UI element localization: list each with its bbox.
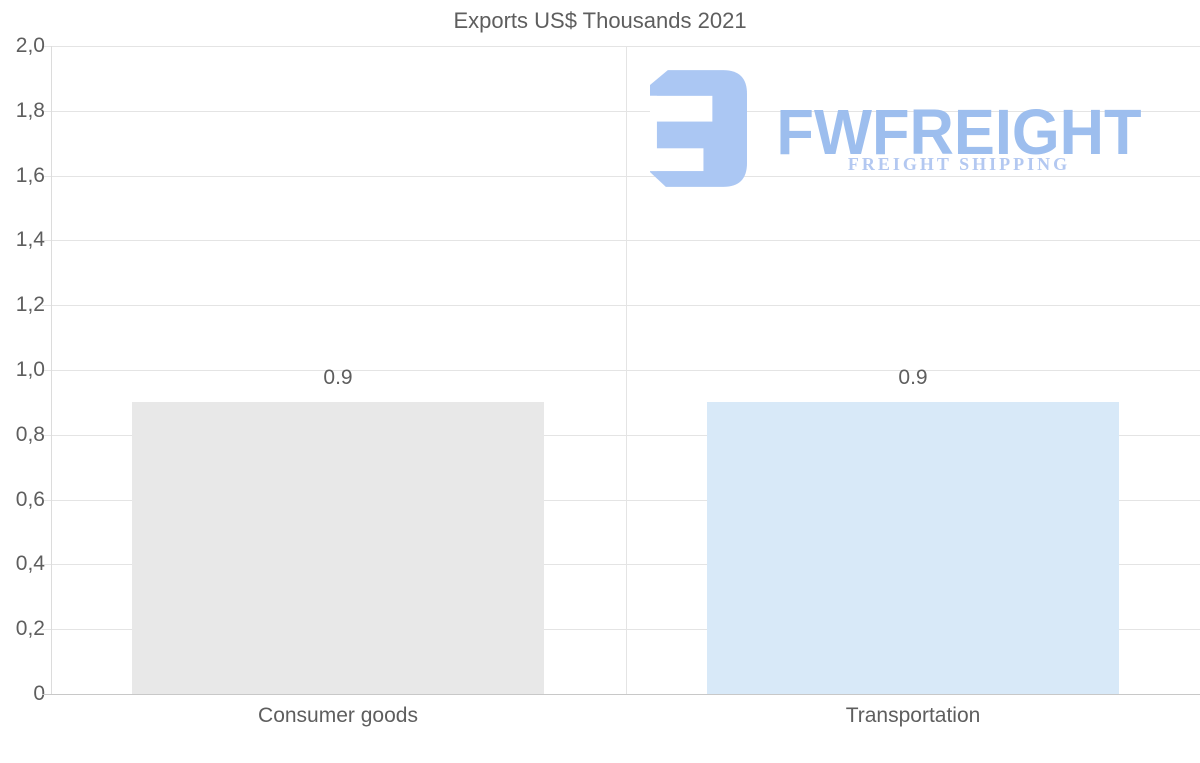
category-separator-line (626, 46, 627, 694)
chart-title: Exports US$ Thousands 2021 (453, 8, 747, 33)
bar-value-label: 0.9 (323, 366, 353, 389)
y-gridline (42, 500, 1200, 501)
y-tick-label: 1,2 (15, 293, 45, 316)
y-gridline (42, 629, 1200, 630)
y-tick-label: 1,4 (15, 228, 45, 251)
y-gridline (42, 176, 1200, 177)
y-tick-label: 1,6 (15, 164, 45, 187)
y-gridline (42, 111, 1200, 112)
y-tick-label: 2,0 (15, 34, 45, 57)
y-tick-label: 0,2 (15, 617, 45, 640)
bar-transportation[interactable] (707, 402, 1119, 694)
y-tick-label: 0,6 (15, 488, 45, 511)
x-category-label: Transportation (845, 704, 981, 727)
bar-consumer-goods[interactable] (132, 402, 544, 694)
bar-value-label: 0.9 (898, 366, 928, 389)
y-tick-label: 0,4 (15, 552, 45, 575)
logo-tagline: FREIGHT SHIPPING (847, 154, 1071, 174)
y-gridline (42, 564, 1200, 565)
x-axis-baseline (42, 694, 1200, 695)
y-gridline (42, 46, 1200, 47)
fwfreight-logo: FWFREIGHT FREIGHT SHIPPING (650, 70, 1155, 190)
y-gridline (42, 435, 1200, 436)
y-gridline (42, 240, 1200, 241)
logo-wordmark: FWFREIGHT (776, 96, 1142, 168)
x-category-label: Consumer goods (258, 704, 418, 727)
y-tick-label: 1,8 (15, 99, 45, 122)
fwfreight-logo-icon (650, 70, 747, 187)
y-tick-label: 0,8 (15, 423, 45, 446)
y-gridline (42, 370, 1200, 371)
y-tick-label: 1,0 (15, 358, 45, 381)
y-axis-line (51, 46, 52, 694)
y-gridline (42, 305, 1200, 306)
y-tick-label: 0 (33, 682, 45, 705)
